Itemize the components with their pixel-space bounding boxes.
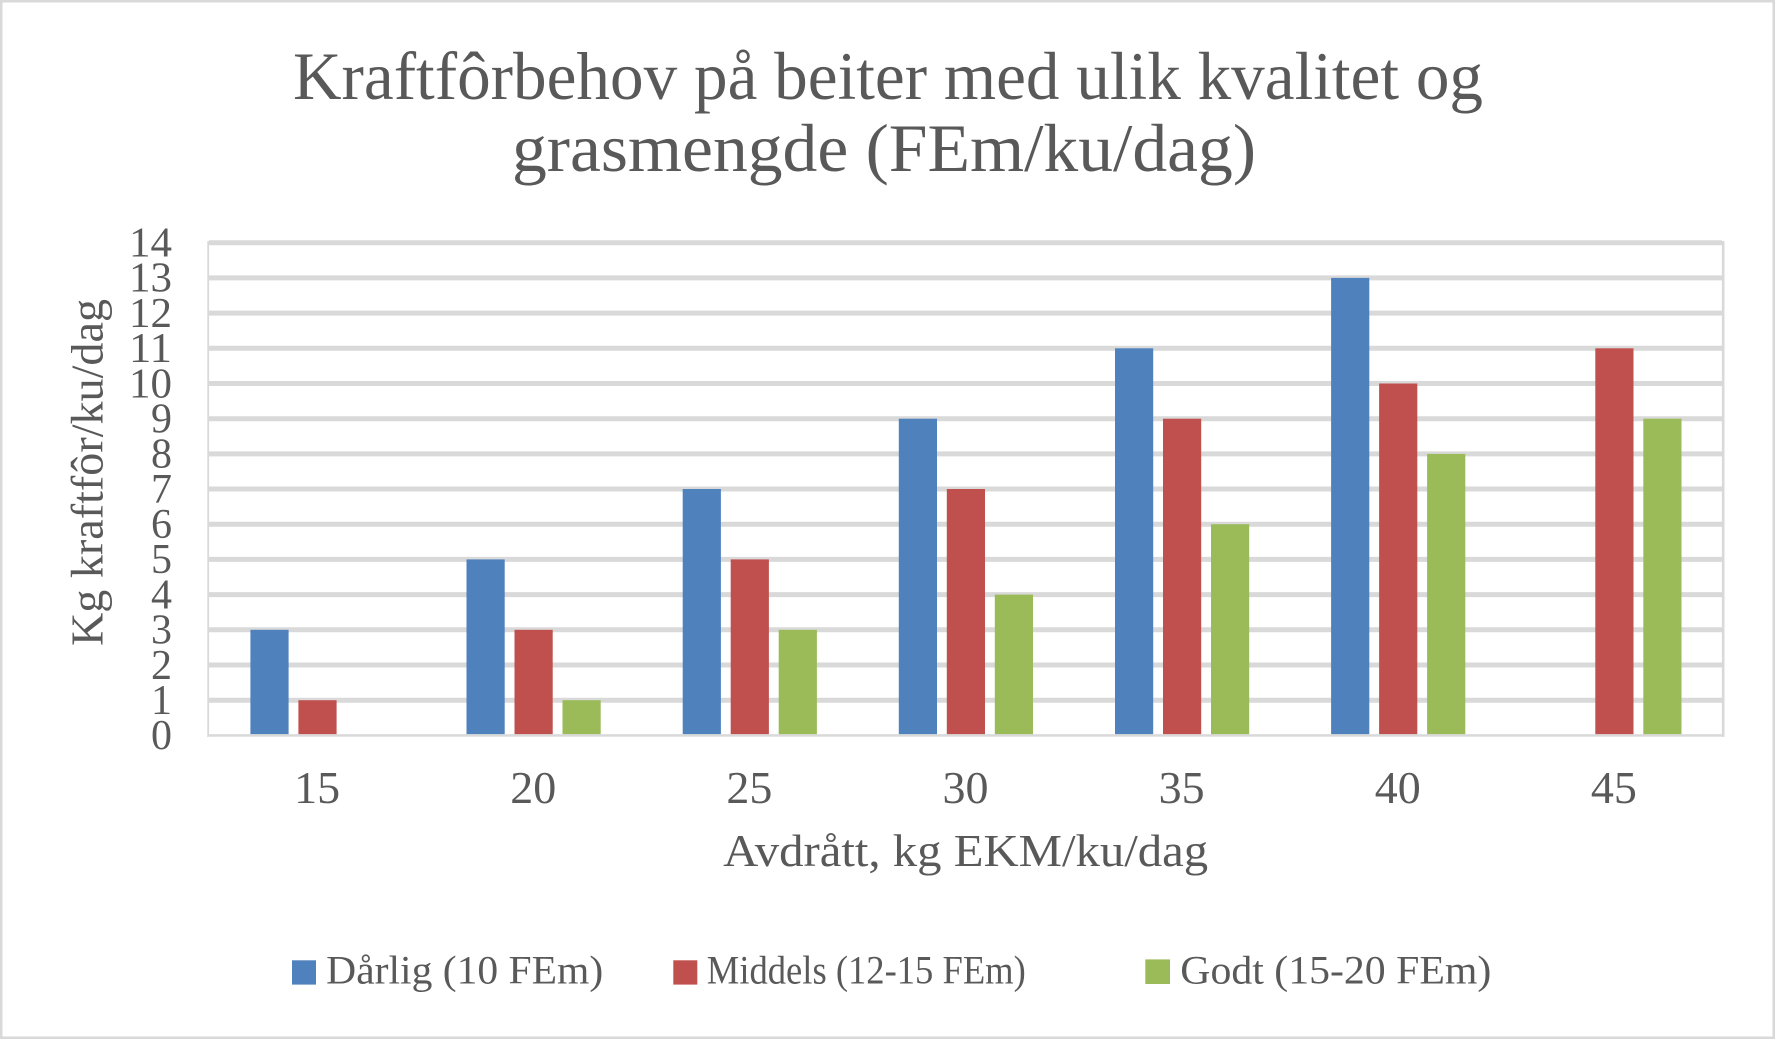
svg-text:5: 5 <box>151 537 172 583</box>
svg-text:40: 40 <box>1375 762 1421 813</box>
svg-text:Godt (15-20 FEm): Godt (15-20 FEm) <box>1180 948 1491 993</box>
svg-text:Avdrått, kg EKM/ku/dag: Avdrått, kg EKM/ku/dag <box>723 825 1208 876</box>
svg-text:4: 4 <box>151 572 172 618</box>
svg-text:11: 11 <box>129 326 172 372</box>
svg-text:45: 45 <box>1591 762 1637 813</box>
svg-text:Kraftfôrbehov på beiter med ul: Kraftfôrbehov på beiter med ulik kvalite… <box>293 38 1483 114</box>
svg-text:10: 10 <box>129 361 172 407</box>
svg-text:grasmengde (FEm/ku/dag): grasmengde (FEm/ku/dag) <box>512 110 1256 186</box>
svg-text:Middels (12-15 FEm): Middels (12-15 FEm) <box>707 948 1026 993</box>
svg-text:2: 2 <box>151 643 172 689</box>
svg-text:Kg kraftfôr/ku/dag: Kg kraftfôr/ku/dag <box>62 299 113 646</box>
svg-text:35: 35 <box>1159 762 1205 813</box>
svg-text:15: 15 <box>294 762 340 813</box>
svg-text:Dårlig (10 FEm): Dårlig (10 FEm) <box>326 948 603 993</box>
svg-text:9: 9 <box>151 397 172 443</box>
svg-text:20: 20 <box>510 762 556 813</box>
svg-text:1: 1 <box>151 678 172 724</box>
svg-text:6: 6 <box>151 502 172 548</box>
svg-text:14: 14 <box>129 221 172 267</box>
svg-text:3: 3 <box>151 608 172 654</box>
svg-text:0: 0 <box>151 713 172 759</box>
svg-text:30: 30 <box>943 762 989 813</box>
svg-text:25: 25 <box>726 762 772 813</box>
svg-text:8: 8 <box>151 432 172 478</box>
svg-text:13: 13 <box>129 256 172 302</box>
svg-text:7: 7 <box>151 467 172 513</box>
svg-text:12: 12 <box>129 291 172 337</box>
